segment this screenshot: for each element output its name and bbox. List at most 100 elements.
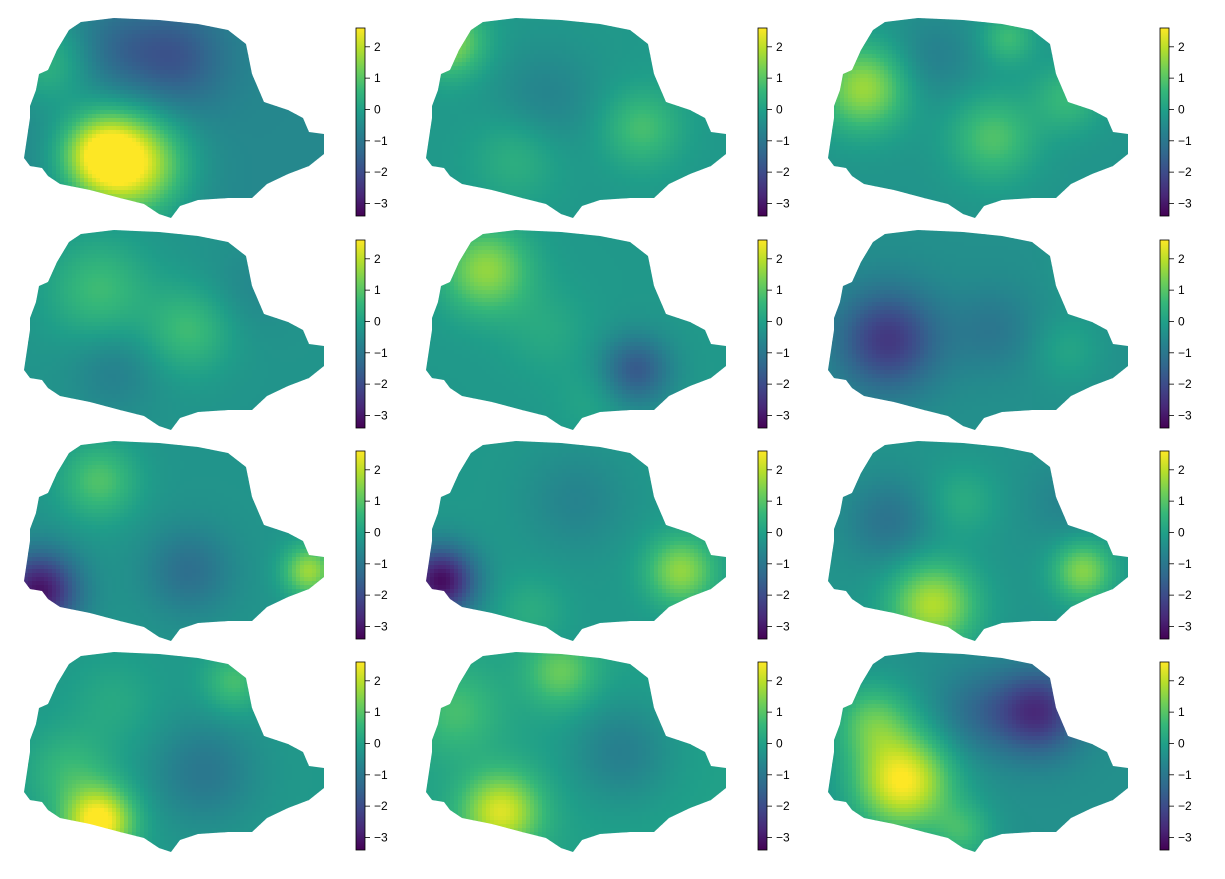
colorbar-tick-label: −3	[1178, 830, 1192, 844]
colorbar-tick-label: 1	[776, 71, 783, 85]
colorbar	[1159, 450, 1170, 640]
map-panel-svg: 2 1 0 −1 −2 −3	[24, 230, 388, 430]
colorbar-tick-label: 2	[374, 463, 381, 477]
map-field	[828, 18, 1128, 218]
colorbar-tick-label: 0	[374, 736, 381, 750]
colorbar	[355, 239, 366, 429]
colorbar-tick-label: −1	[776, 346, 790, 360]
colorbar-tick-label: 1	[776, 705, 783, 719]
colorbar-tick-label: −1	[776, 134, 790, 148]
colorbar-tick-label: −3	[776, 619, 790, 633]
colorbar-tick-label: −1	[374, 768, 388, 782]
map-field	[24, 18, 324, 218]
colorbar-tick-label: −3	[776, 408, 790, 422]
map-panel-svg: 2 1 0 −1 −2 −3	[24, 441, 388, 641]
colorbar-tick-label: −2	[776, 588, 790, 602]
map-panel-svg: 2 1 0 −1 −2 −3	[426, 18, 790, 218]
colorbar-tick-label: 2	[1178, 40, 1185, 54]
map-field	[24, 652, 324, 852]
colorbar-tick-label: 2	[1178, 674, 1185, 688]
colorbar-tick-label: −3	[1178, 408, 1192, 422]
colorbar-tick-label: 2	[776, 463, 783, 477]
colorbar-tick-label: 1	[374, 71, 381, 85]
map-panel-svg: 2 1 0 −1 −2 −3	[24, 652, 388, 852]
map-field	[426, 18, 726, 218]
colorbar	[1159, 27, 1170, 217]
colorbar-tick-label: 0	[1178, 736, 1185, 750]
colorbar-tick-label: 0	[374, 314, 381, 328]
map-field	[828, 230, 1128, 430]
colorbar	[1159, 239, 1170, 429]
map-panel-1: 2 1 0 −1 −2 −3	[24, 18, 404, 228]
colorbar-tick-label: −2	[374, 588, 388, 602]
map-field	[426, 652, 726, 852]
map-panel-4: 2 1 0 −1 −2 −3	[24, 230, 404, 440]
colorbar-tick-label: −1	[1178, 134, 1192, 148]
colorbar-tick-label: 1	[1178, 283, 1185, 297]
colorbar-tick-label: 1	[1178, 705, 1185, 719]
colorbar-tick-label: −3	[374, 408, 388, 422]
colorbar-tick-label: −2	[374, 165, 388, 179]
colorbar-tick-label: 2	[374, 674, 381, 688]
colorbar-tick-label: 0	[374, 525, 381, 539]
colorbar-tick-label: 2	[374, 40, 381, 54]
colorbar-tick-label: −1	[1178, 346, 1192, 360]
colorbar-tick-label: −1	[776, 768, 790, 782]
map-panel-svg: 2 1 0 −1 −2 −3	[24, 18, 388, 218]
colorbar-tick-label: −1	[374, 346, 388, 360]
colorbar	[355, 661, 366, 851]
colorbar-tick-label: −2	[776, 799, 790, 813]
colorbar-tick-label: −2	[374, 377, 388, 391]
colorbar	[355, 27, 366, 217]
colorbar-tick-label: −1	[1178, 768, 1192, 782]
colorbar-tick-label: −2	[1178, 377, 1192, 391]
colorbar-tick-label: 0	[374, 102, 381, 116]
map-panel-svg: 2 1 0 −1 −2 −3	[426, 230, 790, 430]
map-panel-7: 2 1 0 −1 −2 −3	[24, 441, 404, 651]
map-panel-svg: 2 1 0 −1 −2 −3	[828, 230, 1192, 430]
colorbar	[757, 450, 768, 640]
map-panel-12: 2 1 0 −1 −2 −3	[828, 652, 1208, 862]
colorbar-tick-label: 1	[1178, 494, 1185, 508]
colorbar-tick-label: −3	[374, 196, 388, 210]
map-field	[426, 230, 726, 430]
map-field	[24, 441, 324, 641]
map-panel-svg: 2 1 0 −1 −2 −3	[828, 652, 1192, 852]
colorbar-tick-label: 1	[1178, 71, 1185, 85]
colorbar-tick-label: −2	[776, 377, 790, 391]
colorbar-tick-label: 2	[776, 252, 783, 266]
map-panel-svg: 2 1 0 −1 −2 −3	[828, 441, 1192, 641]
colorbar-tick-label: −3	[776, 830, 790, 844]
colorbar-tick-label: 1	[374, 705, 381, 719]
map-panel-10: 2 1 0 −1 −2 −3	[24, 652, 404, 862]
map-field	[24, 230, 324, 430]
map-field	[426, 441, 726, 641]
map-panel-5: 2 1 0 −1 −2 −3	[426, 230, 806, 440]
colorbar-tick-label: 0	[1178, 102, 1185, 116]
colorbar-tick-label: 0	[1178, 525, 1185, 539]
map-panel-svg: 2 1 0 −1 −2 −3	[426, 652, 790, 852]
colorbar-tick-label: −3	[374, 830, 388, 844]
colorbar-tick-label: −3	[374, 619, 388, 633]
map-field	[828, 652, 1128, 852]
map-panel-svg: 2 1 0 −1 −2 −3	[426, 441, 790, 641]
colorbar-tick-label: −1	[1178, 557, 1192, 571]
map-panel-9: 2 1 0 −1 −2 −3	[828, 441, 1208, 651]
colorbar-tick-label: −3	[1178, 619, 1192, 633]
colorbar-tick-label: −1	[776, 557, 790, 571]
colorbar-tick-label: 1	[776, 283, 783, 297]
colorbar-tick-label: −2	[1178, 588, 1192, 602]
colorbar	[757, 27, 768, 217]
colorbar-tick-label: 0	[776, 314, 783, 328]
colorbar	[757, 239, 768, 429]
colorbar-tick-label: 0	[1178, 314, 1185, 328]
map-panel-3: 2 1 0 −1 −2 −3	[828, 18, 1208, 228]
colorbar-tick-label: −1	[374, 557, 388, 571]
colorbar	[757, 661, 768, 851]
colorbar-tick-label: −3	[1178, 196, 1192, 210]
map-panel-6: 2 1 0 −1 −2 −3	[828, 230, 1208, 440]
colorbar-tick-label: 1	[374, 283, 381, 297]
colorbar	[1159, 661, 1170, 851]
map-panel-svg: 2 1 0 −1 −2 −3	[828, 18, 1192, 218]
